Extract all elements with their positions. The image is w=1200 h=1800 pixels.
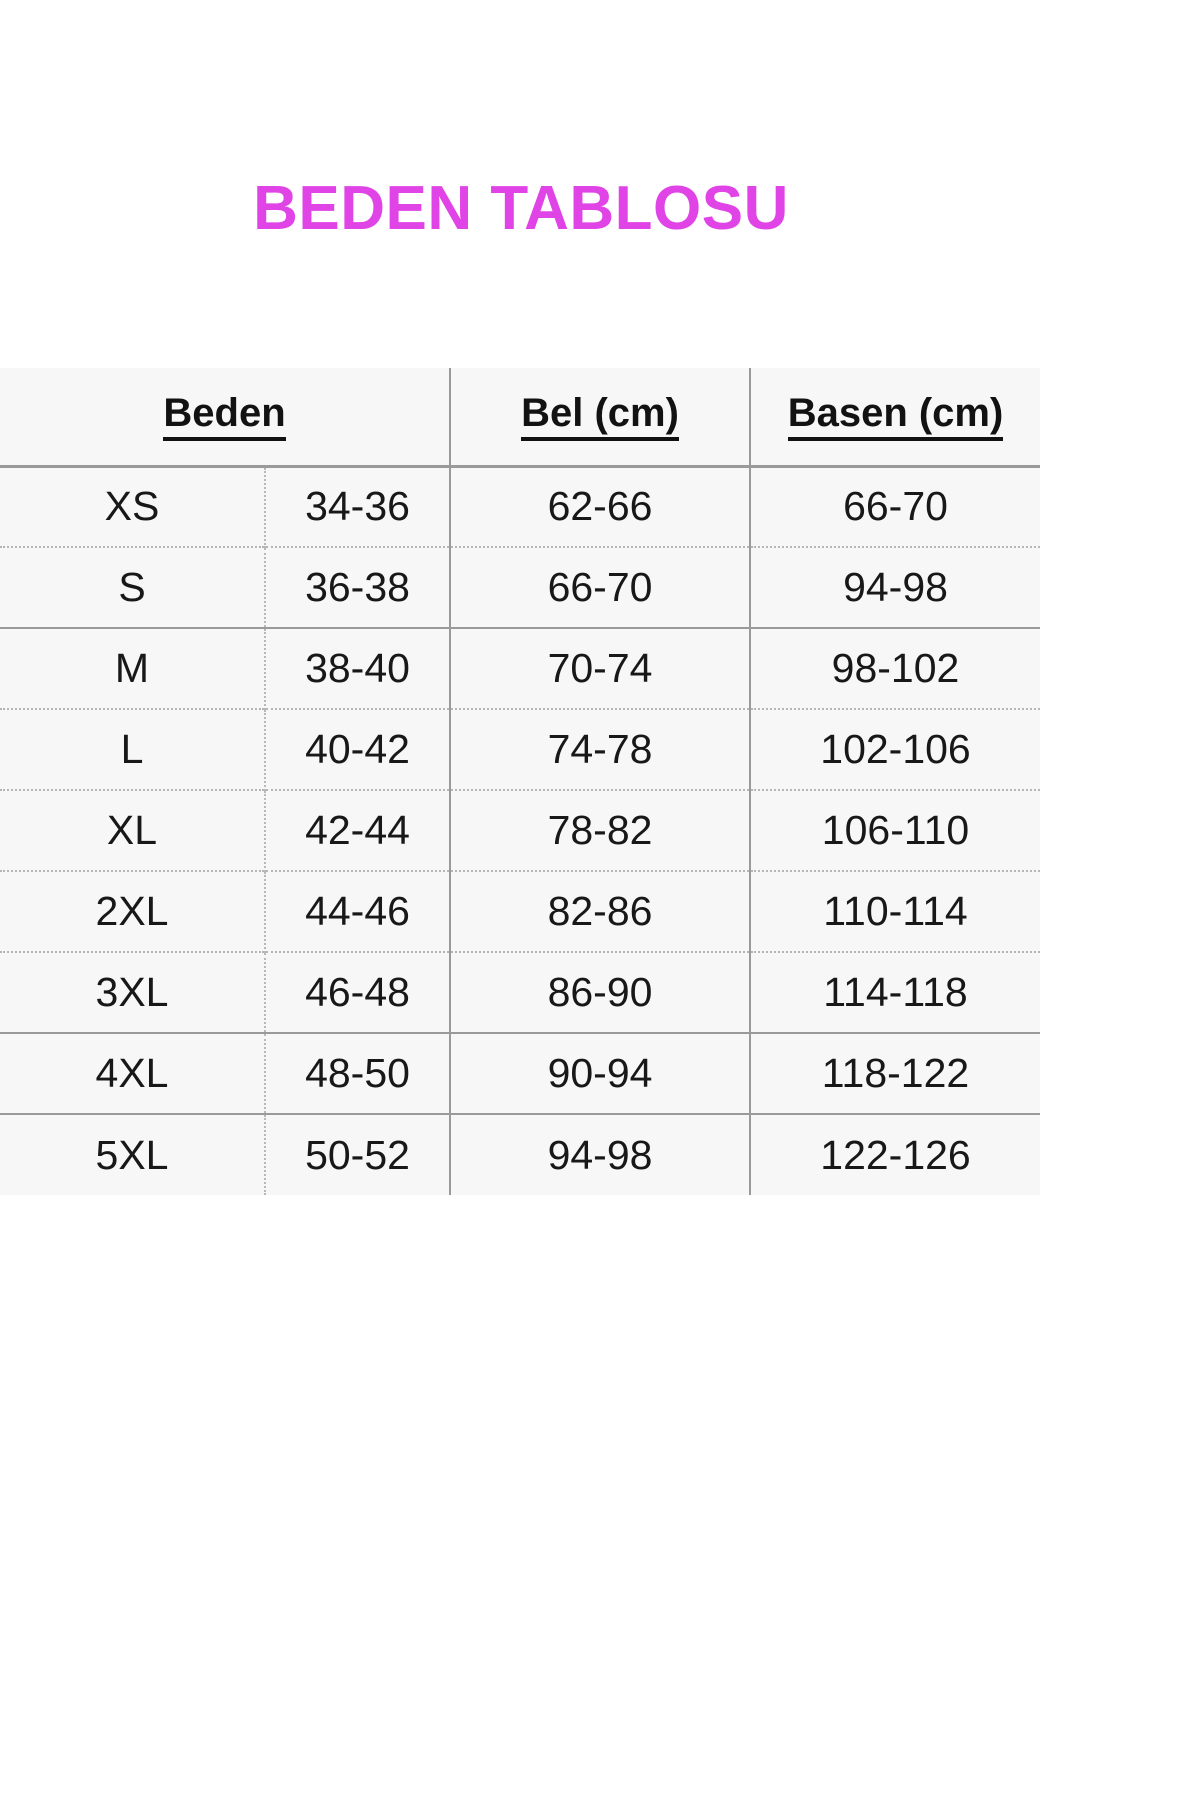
cell-number: 36-38: [265, 546, 451, 628]
cell-basen: 98-102: [750, 627, 1040, 709]
table-header: Beden Bel (cm) Basen (cm): [0, 368, 1040, 466]
cell-size: 2XL: [0, 870, 266, 952]
table-row: 5XL 50-52 94-98 122-126: [0, 1113, 1040, 1195]
table-row: XL 42-44 78-82 106-110: [0, 789, 1040, 871]
cell-bel: 90-94: [450, 1032, 751, 1114]
cell-bel: 70-74: [450, 627, 751, 709]
column-header-bel: Bel (cm): [450, 368, 751, 466]
column-header-bel-label: Bel (cm): [521, 392, 679, 441]
cell-number: 44-46: [265, 870, 451, 952]
cell-basen: 114-118: [750, 951, 1040, 1033]
cell-size: M: [0, 627, 266, 709]
cell-basen: 66-70: [750, 464, 1040, 547]
cell-basen: 118-122: [750, 1032, 1040, 1114]
cell-basen: 94-98: [750, 546, 1040, 628]
page-title-container: BEDEN TABLOSU: [0, 178, 1042, 240]
cell-size: 4XL: [0, 1032, 266, 1114]
table-row: XS 34-36 62-66 66-70: [0, 464, 1040, 547]
column-header-beden-label: Beden: [163, 392, 286, 441]
cell-size: S: [0, 546, 266, 628]
cell-number: 38-40: [265, 627, 451, 709]
table-body: XS 34-36 62-66 66-70 S 36-38 66-70 94-98…: [0, 464, 1040, 1195]
cell-number: 34-36: [265, 464, 451, 547]
table-row: 4XL 48-50 90-94 118-122: [0, 1032, 1040, 1114]
page-title: BEDEN TABLOSU: [253, 174, 789, 243]
cell-bel: 94-98: [450, 1113, 751, 1195]
cell-bel: 74-78: [450, 708, 751, 790]
cell-bel: 62-66: [450, 464, 751, 547]
column-header-basen: Basen (cm): [750, 368, 1040, 466]
column-header-beden: Beden: [0, 368, 451, 466]
cell-number: 48-50: [265, 1032, 451, 1114]
cell-size: L: [0, 708, 266, 790]
cell-basen: 122-126: [750, 1113, 1040, 1195]
table-header-row: Beden Bel (cm) Basen (cm): [0, 368, 1040, 466]
table-row: 2XL 44-46 82-86 110-114: [0, 870, 1040, 952]
cell-basen: 102-106: [750, 708, 1040, 790]
column-header-basen-label: Basen (cm): [787, 392, 1004, 441]
cell-number: 46-48: [265, 951, 451, 1033]
size-chart-container: Beden Bel (cm) Basen (cm) XS 34-36 62-66…: [0, 368, 1040, 1195]
cell-size: 5XL: [0, 1113, 266, 1195]
cell-number: 42-44: [265, 789, 451, 871]
cell-bel: 86-90: [450, 951, 751, 1033]
cell-basen: 110-114: [750, 870, 1040, 952]
cell-bel: 78-82: [450, 789, 751, 871]
table-row: 3XL 46-48 86-90 114-118: [0, 951, 1040, 1033]
cell-number: 50-52: [265, 1113, 451, 1195]
cell-size: XL: [0, 789, 266, 871]
cell-basen: 106-110: [750, 789, 1040, 871]
table-row: L 40-42 74-78 102-106: [0, 708, 1040, 790]
cell-number: 40-42: [265, 708, 451, 790]
table-row: M 38-40 70-74 98-102: [0, 627, 1040, 709]
table-row: S 36-38 66-70 94-98: [0, 546, 1040, 628]
cell-bel: 82-86: [450, 870, 751, 952]
size-chart-table: Beden Bel (cm) Basen (cm) XS 34-36 62-66…: [0, 368, 1040, 1195]
cell-size: XS: [0, 464, 266, 547]
cell-size: 3XL: [0, 951, 266, 1033]
cell-bel: 66-70: [450, 546, 751, 628]
